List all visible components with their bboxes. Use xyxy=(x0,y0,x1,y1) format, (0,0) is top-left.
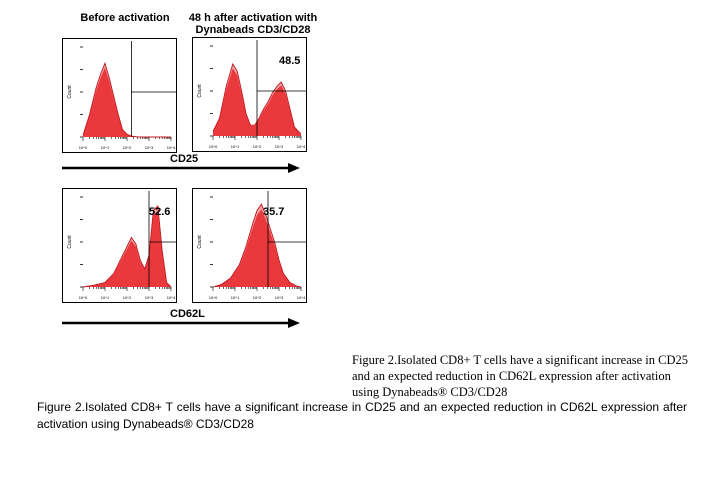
histogram-fill-core xyxy=(213,68,301,136)
header-before-activation: Before activation xyxy=(80,12,170,24)
x-tick-label: 10^0 xyxy=(79,295,88,300)
figure-caption-serif: Figure 2.Isolated CD8+ T cells have a si… xyxy=(352,353,689,399)
x-tick-label: 10^0 xyxy=(209,144,218,149)
gate-percent-label: 52.6 xyxy=(149,206,171,218)
y-axis-label: Count xyxy=(197,235,203,249)
x-tick-label: 10^2 xyxy=(253,144,262,149)
x-tick-label: 10^2 xyxy=(253,295,262,300)
x-tick-label: 10^4 xyxy=(297,295,306,300)
cd25-axis-label: CD25 xyxy=(170,153,199,165)
gate-percent-label: 48.5 xyxy=(279,55,301,67)
x-tick-label: 10^0 xyxy=(209,295,218,300)
cd25-arrow xyxy=(62,163,300,173)
cd62l-arrow xyxy=(62,318,300,328)
x-tick-label: 10^1 xyxy=(101,145,110,150)
histogram-fill-core xyxy=(83,67,171,137)
histogram-plot: 10^0 10^1 10^2 10^3 10^4 Count xyxy=(197,40,307,149)
histogram-plot: 10^0 10^1 10^2 10^3 10^4 Count xyxy=(67,41,177,150)
x-tick-label: 10^2 xyxy=(123,295,132,300)
x-tick-label: 10^3 xyxy=(275,295,284,300)
histogram-plot: 10^0 10^1 10^2 10^3 10^4 Count xyxy=(197,191,307,300)
histogram-fill-core xyxy=(213,209,301,287)
y-axis-label: Count xyxy=(67,235,73,249)
x-tick-label: 10^2 xyxy=(123,145,132,150)
header-after-activation: 48 h after activation with Dynabeads CD3… xyxy=(188,12,318,36)
histogram-cd62l-after: 10^0 10^1 10^2 10^3 10^4 Count 35.7 xyxy=(192,188,307,303)
histogram-cd62l-before: 10^0 10^1 10^2 10^3 10^4 Count 52.6 xyxy=(62,188,177,303)
histogram-cd25-before: 10^0 10^1 10^2 10^3 10^4 Count xyxy=(62,38,177,153)
x-tick-label: 10^1 xyxy=(231,144,240,149)
y-axis-label: Count xyxy=(67,85,73,99)
x-tick-label: 10^3 xyxy=(275,144,284,149)
y-axis-label: Count xyxy=(197,84,203,98)
x-tick-label: 10^0 xyxy=(79,145,88,150)
x-tick-label: 10^4 xyxy=(167,145,176,150)
x-tick-label: 10^3 xyxy=(145,295,154,300)
x-tick-label: 10^4 xyxy=(167,295,176,300)
x-tick-label: 10^3 xyxy=(145,145,154,150)
histogram-outline xyxy=(212,203,302,288)
x-tick-label: 10^1 xyxy=(231,295,240,300)
gate-percent-label: 35.7 xyxy=(263,206,285,218)
histogram-plot: 10^0 10^1 10^2 10^3 10^4 Count xyxy=(67,191,177,300)
x-tick-label: 10^1 xyxy=(101,295,110,300)
histogram-cd25-after: 10^0 10^1 10^2 10^3 10^4 Count 48.5 xyxy=(192,37,307,152)
histogram-outline xyxy=(82,204,172,288)
cd62l-axis-label: CD62L xyxy=(170,308,205,320)
figure-caption-sans: Figure 2.Isolated CD8+ T cells have a si… xyxy=(37,400,687,431)
histogram-outline xyxy=(82,61,171,138)
x-tick-label: 10^4 xyxy=(297,144,306,149)
